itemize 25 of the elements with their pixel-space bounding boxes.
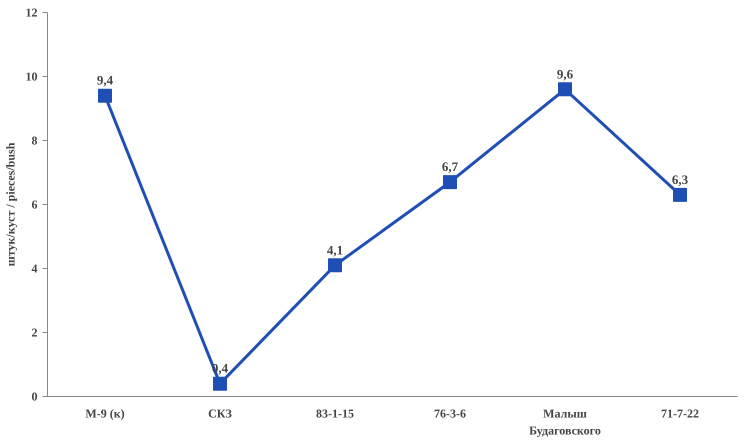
- y-tick-label: 8: [32, 134, 38, 148]
- x-tick-label: 76-3-6: [434, 406, 466, 420]
- y-tick-label: 6: [32, 198, 38, 212]
- x-tick-label: 71-7-22: [661, 406, 700, 420]
- x-tick-label: СКЗ: [208, 406, 232, 420]
- point: [213, 376, 227, 391]
- point: [98, 88, 112, 103]
- data-label: 4,1: [326, 242, 344, 258]
- y-tick-label: 2: [32, 326, 38, 340]
- y-tick-label: 10: [26, 70, 38, 84]
- y-tick-label: 12: [26, 6, 38, 20]
- point: [328, 258, 342, 272]
- y-axis-title: штук/куст / pieces/bush: [4, 142, 18, 266]
- x-tick-label: 83-1-15: [316, 406, 354, 420]
- data-label: 6,7: [442, 159, 459, 174]
- y-tick-label: 4: [32, 262, 38, 276]
- data-label: 9,6: [556, 66, 574, 82]
- x-tick-label: М-9 (к): [85, 406, 125, 420]
- point: [673, 188, 687, 202]
- data-label: 6,3: [672, 172, 689, 187]
- y-tick-label: 0: [32, 390, 38, 404]
- point: [443, 175, 457, 190]
- point: [558, 82, 572, 96]
- data-label: 9,4: [96, 72, 114, 88]
- x-tick-label: Малыш Будаговского: [529, 406, 601, 438]
